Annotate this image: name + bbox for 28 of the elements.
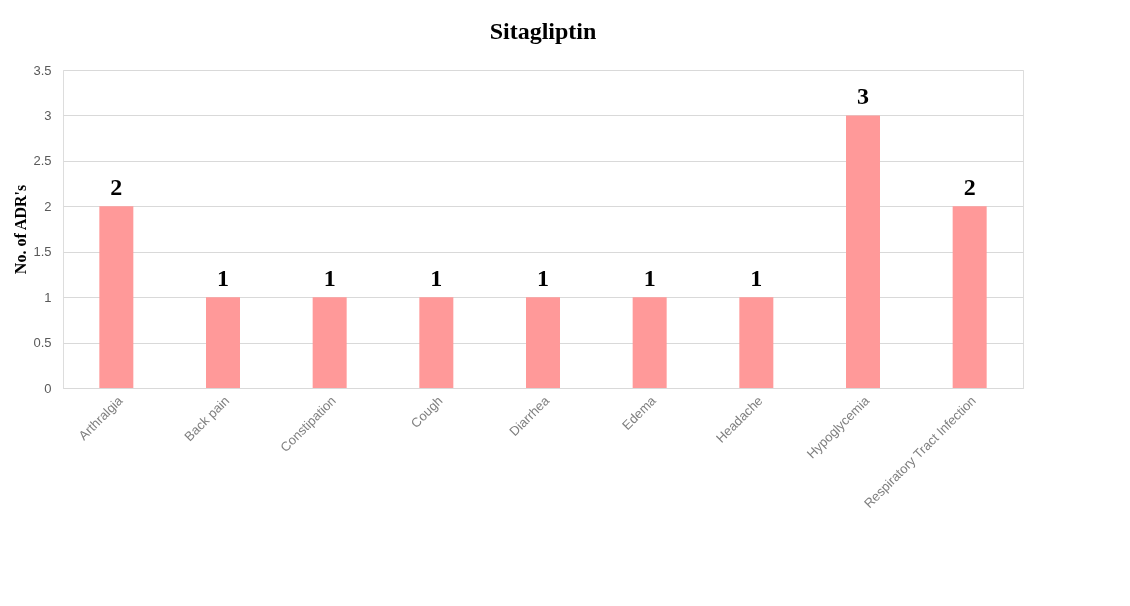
bar <box>312 297 347 388</box>
y-tick-label: 1 <box>44 289 52 305</box>
y-tick-label: 3 <box>44 107 52 123</box>
y-tick-label: 3.5 <box>33 62 52 78</box>
bar <box>632 297 667 388</box>
data-label: 1 <box>430 265 443 292</box>
bar <box>526 297 560 388</box>
y-tick-label: 2.5 <box>33 153 52 169</box>
data-label: 1 <box>643 265 656 292</box>
data-label: 1 <box>750 265 763 292</box>
bar <box>206 297 240 388</box>
bar <box>846 115 880 388</box>
bar <box>419 297 454 388</box>
bar <box>99 206 134 388</box>
bar <box>739 297 774 388</box>
y-tick-label: 1.5 <box>33 244 52 260</box>
chart-title: Sitagliptin <box>489 18 597 44</box>
bar <box>952 206 987 388</box>
data-label: 2 <box>963 174 976 201</box>
y-tick-label: 0 <box>44 380 52 396</box>
data-label: 1 <box>217 265 229 292</box>
y-tick-label: 2 <box>44 198 52 214</box>
y-axis-title: No. of ADR's <box>12 184 30 275</box>
y-tick-label: 0.5 <box>33 335 52 351</box>
data-label: 2 <box>110 174 123 201</box>
data-label: 3 <box>857 83 869 110</box>
data-label: 1 <box>537 265 549 292</box>
data-label: 1 <box>323 265 336 292</box>
